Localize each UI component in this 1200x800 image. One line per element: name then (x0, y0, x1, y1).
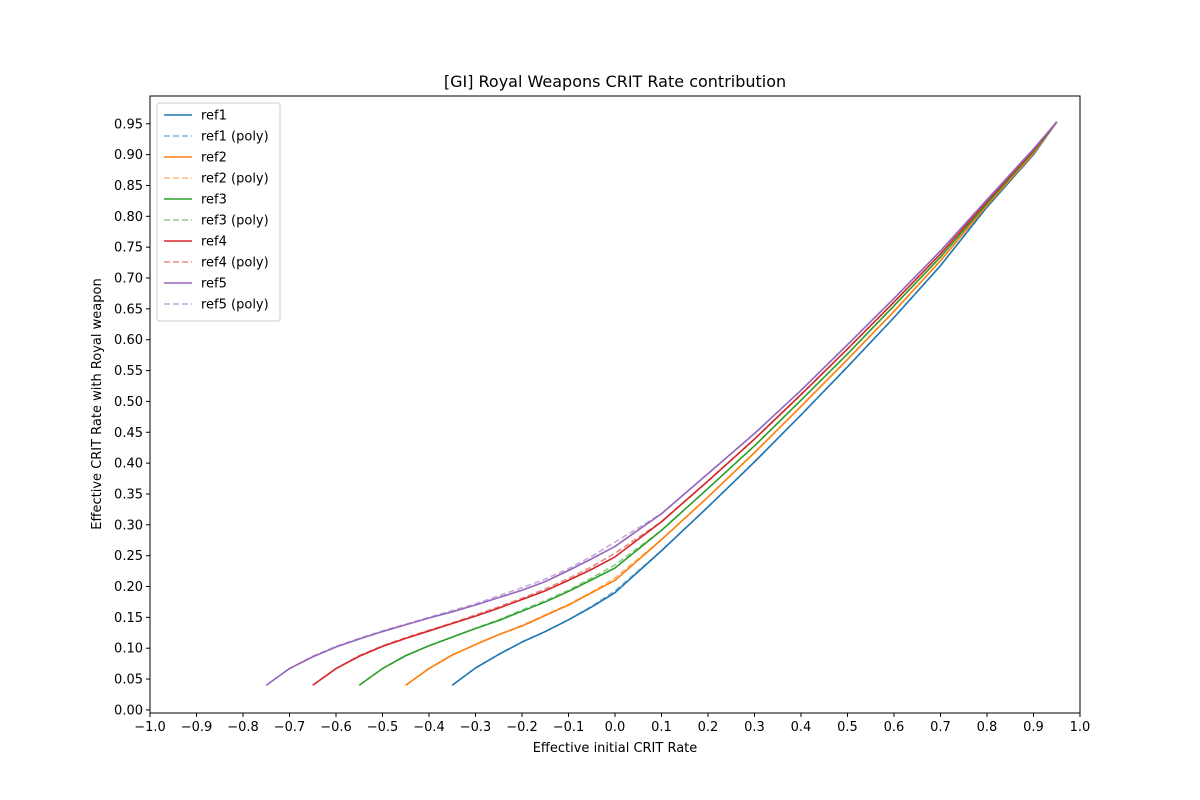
plot-area (150, 96, 1080, 713)
legend-entry-label: ref5 (poly) (201, 298, 269, 313)
x-tick-label: 0.9 (1023, 720, 1044, 735)
x-tick-label: 0.5 (837, 720, 858, 735)
legend-entry-label: ref3 (poly) (201, 214, 269, 229)
y-tick-label: 0.40 (114, 457, 143, 472)
series-line-ref1-poly (451, 121, 1058, 686)
y-tick-label: 0.15 (114, 611, 143, 626)
y-tick-label: 0.05 (114, 673, 143, 688)
x-tick-label: −0.7 (274, 720, 306, 735)
y-tick-label: 0.70 (114, 272, 143, 287)
legend: ref1 ref1 (poly) ref2 ref2 (poly) ref3 ref3 (… (156, 102, 281, 322)
x-tick-label: 0.8 (977, 720, 998, 735)
x-tick-label: 1.0 (1070, 720, 1091, 735)
y-tick-label: 0.75 (114, 241, 143, 256)
legend-entry-label: ref5 (201, 277, 227, 292)
series-line-ref2-poly (405, 121, 1058, 686)
y-tick-label: 0.80 (114, 210, 143, 225)
x-tick-label: −0.3 (460, 720, 492, 735)
y-tick-label: 0.35 (114, 487, 143, 502)
legend-entry-label: ref2 (201, 151, 227, 166)
y-tick-label: 0.00 (114, 703, 143, 718)
series-layer (265, 121, 1058, 686)
y-tick-label: 0.90 (114, 148, 143, 163)
series-line-ref3-poly (358, 121, 1058, 686)
legend-entry-label: ref4 (201, 235, 227, 250)
x-tick-label: 0.0 (605, 720, 626, 735)
legend-entry-label: ref3 (201, 193, 227, 208)
y-tick-label: 0.30 (114, 518, 143, 533)
y-tick-label: 0.10 (114, 642, 143, 657)
x-axis: −1.0 −0.9 −0.8 −0.7 −0.6 −0.5 −0.4 −0.3 −0.2 −0.1… (134, 713, 1090, 735)
legend-entry-label: ref1 (poly) (201, 130, 269, 145)
y-axis-label: Effective CRIT Rate with Royal weapon (90, 278, 105, 529)
x-tick-label: 0.6 (884, 720, 905, 735)
x-tick-label: 0.3 (744, 720, 765, 735)
x-tick-label: −1.0 (134, 720, 166, 735)
y-tick-label: 0.95 (114, 117, 143, 132)
y-axis: 0.00 0.05 0.10 0.15 0.20 0.25 0.30 0.35 0.40 0.45… (114, 117, 150, 718)
legend-entry-label: ref1 (201, 109, 227, 124)
x-tick-label: −0.5 (367, 720, 399, 735)
x-tick-label: −0.4 (413, 720, 445, 735)
y-tick-label: 0.55 (114, 364, 143, 379)
x-tick-label: 0.7 (930, 720, 951, 735)
y-tick-label: 0.85 (114, 179, 143, 194)
y-tick-label: 0.65 (114, 302, 143, 317)
x-tick-label: 0.1 (651, 720, 672, 735)
x-tick-label: −0.1 (553, 720, 585, 735)
legend-entry-label: ref4 (poly) (201, 256, 269, 271)
x-axis-label: Effective initial CRIT Rate (533, 741, 698, 756)
x-tick-label: −0.6 (320, 720, 352, 735)
x-tick-label: 0.2 (698, 720, 719, 735)
x-tick-label: −0.8 (227, 720, 259, 735)
x-tick-label: −0.9 (181, 720, 213, 735)
series-line-ref4-poly (312, 121, 1058, 686)
legend-entry-label: ref2 (poly) (201, 172, 269, 187)
y-tick-label: 0.45 (114, 426, 143, 441)
x-tick-label: 0.4 (791, 720, 812, 735)
chart-title: [GI] Royal Weapons CRIT Rate contributio… (444, 72, 786, 91)
y-tick-label: 0.20 (114, 580, 143, 595)
y-tick-label: 0.60 (114, 333, 143, 348)
y-tick-label: 0.50 (114, 395, 143, 410)
x-tick-label: −0.2 (506, 720, 538, 735)
y-tick-label: 0.25 (114, 549, 143, 564)
series-line-ref5-poly (265, 121, 1058, 686)
